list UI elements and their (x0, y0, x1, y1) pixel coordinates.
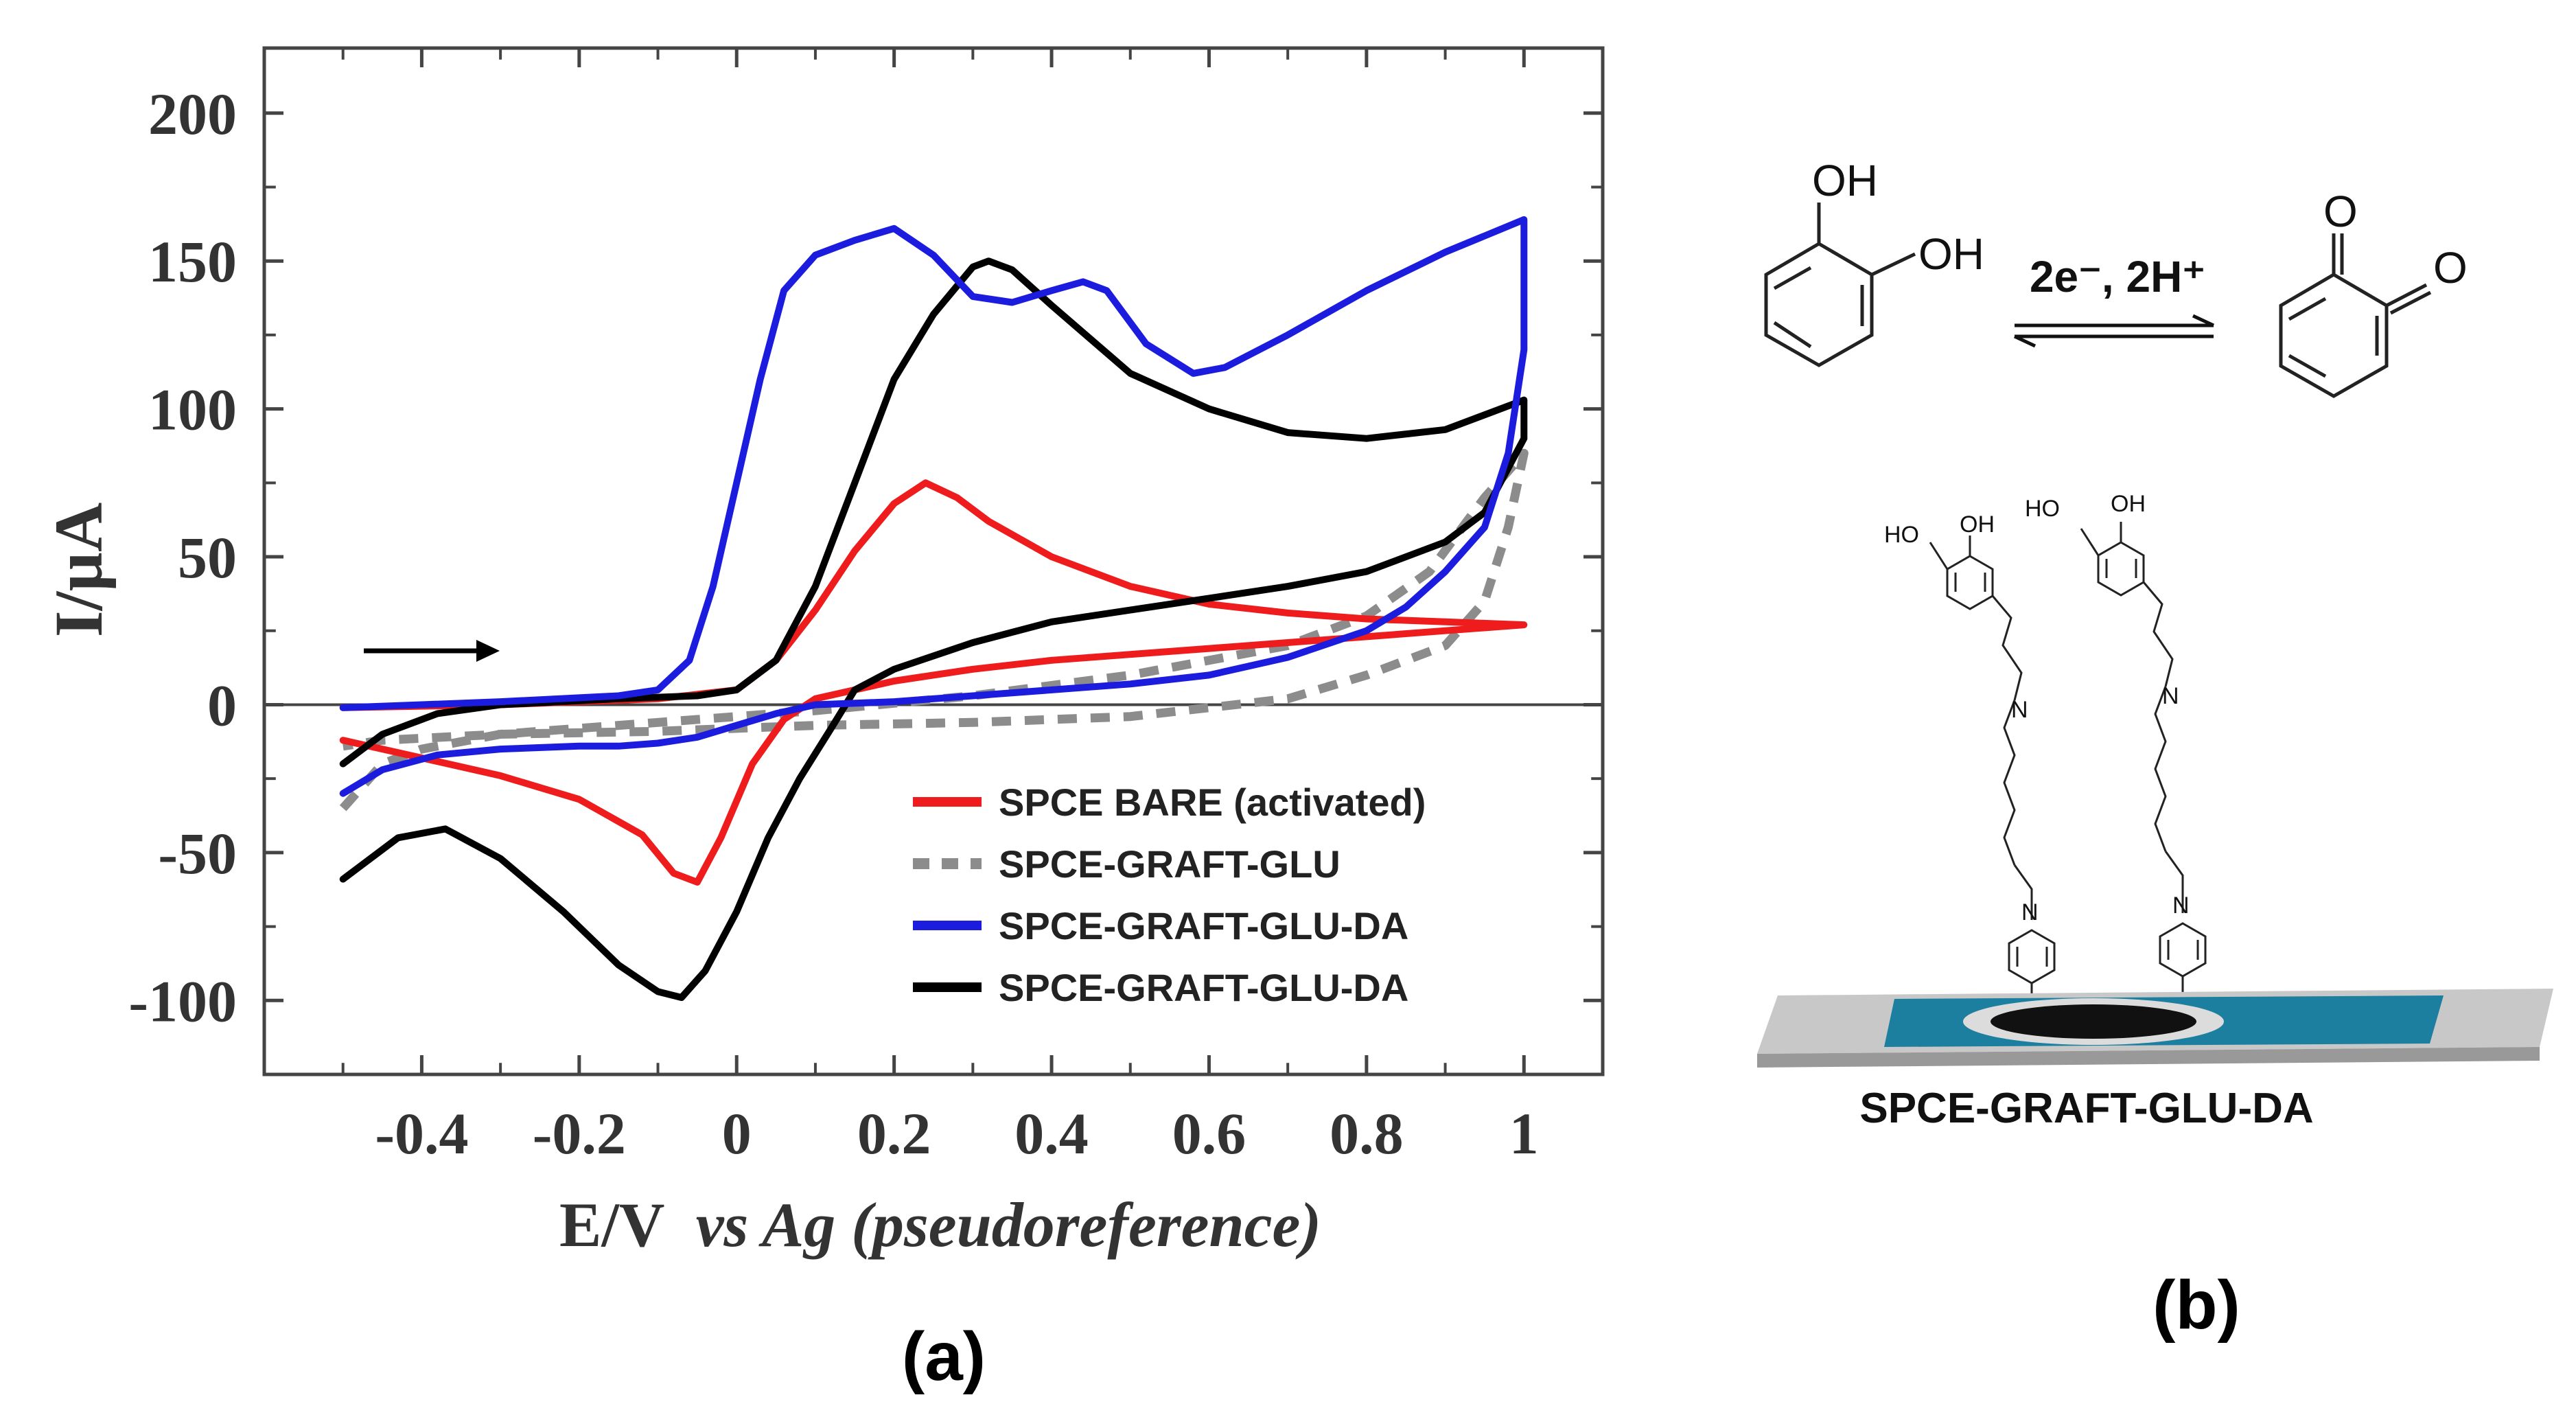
reaction-conditions: 2e⁻, 2H⁺ (2030, 252, 2205, 301)
scan-direction-arrow (364, 640, 500, 662)
series-line-2 (339, 216, 1528, 797)
legend-label-1: SPCE-GRAFT-GLU (999, 842, 1341, 886)
x-tick-label: -0.2 (533, 1101, 626, 1166)
y-tick-label: -50 (158, 820, 237, 886)
catechol-oh-right: OH (1918, 229, 1984, 279)
catechol-structure (1764, 203, 1916, 367)
series-line-1 (339, 448, 1529, 811)
grafted-molecule-2 (2080, 522, 2207, 1009)
x-tick-label: 0.4 (1014, 1101, 1089, 1166)
series-group (339, 216, 1529, 1001)
series-line-0 (339, 479, 1528, 886)
y-tick-label: 50 (178, 525, 237, 590)
y-tick-label: 200 (148, 81, 237, 147)
y-tick-label: 0 (207, 672, 237, 738)
x-axis-label-italic: vs Ag (pseudoreference) (696, 1190, 1321, 1260)
molecule-1-oh: OH (1960, 511, 1995, 538)
legend-label-3: SPCE-GRAFT-GLU-DA (999, 966, 1408, 1009)
electrode-strip-icon (1757, 989, 2553, 1068)
panel-label-a: (a) (902, 1318, 986, 1395)
catechol-oh-top: OH (1812, 156, 1878, 205)
x-tick-label: 0.2 (857, 1101, 931, 1166)
x-tick-label: 0.8 (1330, 1101, 1404, 1166)
y-tick-label: 100 (148, 377, 237, 443)
x-tick-label: 1 (1509, 1101, 1539, 1166)
quinone-o-top: O (2323, 187, 2358, 236)
molecule-2-oh: OH (2111, 491, 2146, 517)
grafted-molecule-1 (1929, 535, 2056, 1009)
quinone-o-right: O (2433, 243, 2468, 292)
plot-frame (262, 46, 1605, 1076)
x-tick-label: -0.4 (375, 1101, 468, 1166)
molecule-1-ho: HO (1884, 522, 1919, 548)
series-line-3 (339, 257, 1528, 1001)
equilibrium-arrows-icon (2013, 314, 2215, 348)
quinone-structure (2279, 233, 2432, 398)
molecule-2-ho: HO (2025, 496, 2060, 522)
molecule-1-n-lower: N (2021, 899, 2039, 925)
cv-chart: -0.4 -0.2 0 0.2 0.4 0.6 0.8 1 -100 -50 0 50 100 150 20… (40, 46, 1605, 1395)
y-tick-label: -100 (128, 968, 237, 1034)
x-axis-label: E/V vs Ag (pseudoreference) (559, 1190, 1321, 1260)
legend-label-0: SPCE BARE (activated) (999, 781, 1426, 824)
x-tick-label: 0.6 (1172, 1101, 1246, 1166)
legend: SPCE BARE (activated) SPCE-GRAFT-GLU SPCE-… (913, 781, 1426, 1009)
y-tick-label: 150 (148, 229, 237, 295)
y-axis-label: I/µA (40, 503, 117, 638)
x-tick-label: 0 (722, 1101, 752, 1166)
electrode-caption: SPCE-GRAFT-GLU-DA (1859, 1085, 2313, 1132)
molecule-1-n-upper: N (2011, 697, 2028, 723)
x-axis-label-main: E/V (559, 1190, 664, 1260)
molecule-2-n-lower: N (2172, 892, 2190, 919)
molecule-2-n-upper: N (2162, 683, 2179, 709)
axis-ticks (264, 48, 1603, 1074)
panel-b: OH OH 2e⁻, 2H⁺ O O (1757, 156, 2553, 1344)
panel-label-b: (b) (2153, 1267, 2240, 1344)
axis-tick-labels: -0.4 -0.2 0 0.2 0.4 0.6 0.8 1 -100 -50 0 50 100 150 20… (128, 81, 1538, 1166)
legend-label-2: SPCE-GRAFT-GLU-DA (999, 904, 1408, 947)
